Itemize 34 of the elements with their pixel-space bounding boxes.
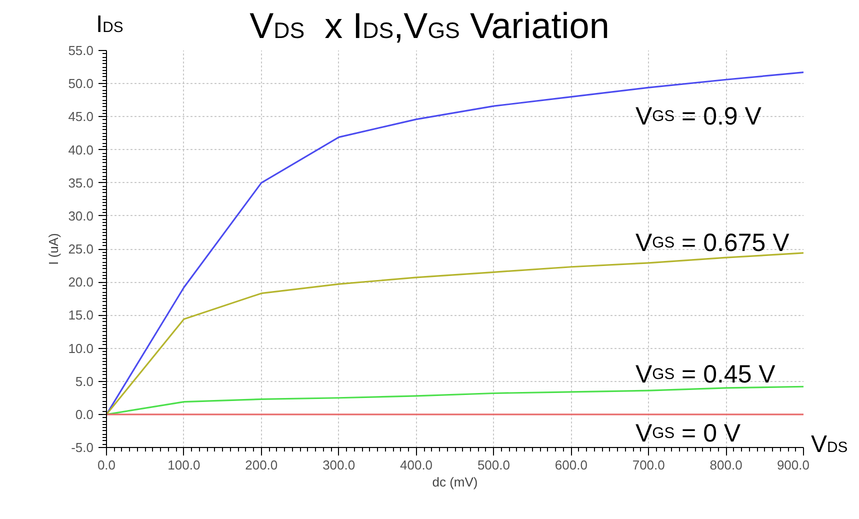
y-tick-label: 10.0	[68, 340, 94, 356]
y-tick-label: 15.0	[68, 308, 94, 323]
y-tick-label: 55.0	[68, 43, 94, 58]
y-tick-label: 50.0	[68, 76, 94, 92]
x-tick-label: 300.0	[322, 458, 356, 472]
text: VDS	[811, 430, 848, 460]
y-axis-title: I (uA)	[46, 233, 62, 265]
y-tick-label: 35.0	[68, 175, 94, 190]
series-label: VGS = 0.9 V	[636, 102, 762, 130]
text: IDS	[96, 10, 124, 40]
y-tick-label: 0.0	[75, 406, 94, 422]
x-tick-label: 400.0	[400, 458, 433, 472]
x-tick-label: 0.0	[97, 458, 116, 472]
x-tick-label: 800.0	[710, 458, 742, 472]
series-label: VGS = 0.45 V	[636, 360, 776, 389]
x-tick-label: 200.0	[245, 458, 278, 472]
x-tick-label: 100.0	[168, 458, 200, 472]
x-tick-label: 500.0	[477, 458, 510, 472]
x-tick-label: 700.0	[632, 458, 665, 472]
x-tick-label: 900.0	[776, 458, 810, 472]
y-tick-label: 40.0	[68, 142, 94, 158]
chart-title: VDS x IDS,VGS Variation	[250, 5, 610, 46]
y-tick-label: 20.0	[68, 274, 94, 290]
y-tick-label: -5.0	[71, 440, 94, 455]
y-tick-label: 45.0	[68, 109, 94, 124]
series-label: VGS = 0 V	[636, 419, 741, 448]
y-tick-label: 25.0	[68, 242, 94, 256]
series-label: VGS = 0.675 V	[636, 228, 790, 257]
y-tick-label: 5.0	[75, 374, 94, 389]
y-tick-label: 30.0	[68, 208, 94, 224]
x-axis-title: dc (mV)	[432, 474, 478, 490]
line-series	[106, 252, 804, 416]
line-series	[106, 386, 804, 416]
x-tick-label: 600.0	[554, 458, 588, 472]
